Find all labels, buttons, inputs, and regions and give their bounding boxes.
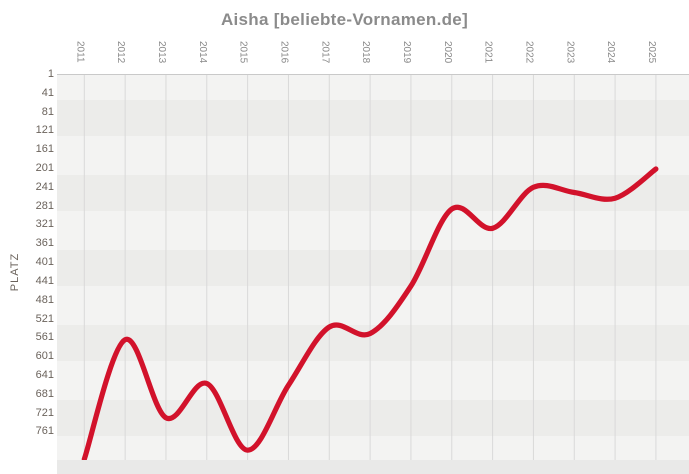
y-tick-label: 601: [35, 350, 54, 363]
y-tick-label: 401: [35, 256, 54, 269]
x-tick-label: 2025: [645, 41, 657, 64]
y-tick-label: 481: [35, 293, 54, 306]
x-tick-label: 2020: [441, 41, 453, 64]
y-tick-label: 1: [47, 68, 54, 80]
x-tick-label: 2019: [400, 41, 412, 64]
x-tick-label: 2022: [523, 41, 535, 64]
x-tick-label: 2016: [278, 41, 290, 64]
rank-line: [81, 166, 659, 460]
y-tick-label: 681: [35, 387, 54, 400]
x-tick-label: 2013: [155, 41, 167, 64]
x-tick-label: 2014: [196, 41, 208, 64]
y-tick-label: 201: [35, 162, 54, 175]
y-tick-label: 521: [35, 312, 54, 325]
x-tick-label: 2024: [605, 41, 617, 64]
y-tick-label: 361: [35, 237, 54, 250]
y-tick-label: 641: [35, 368, 54, 381]
y-tick-label: 81: [41, 105, 54, 118]
x-tick-label: 2017: [319, 41, 331, 64]
y-tick-label: 41: [41, 86, 54, 99]
y-tick-label: 321: [35, 218, 54, 231]
x-tick-label: 2018: [360, 41, 372, 64]
x-tick-label: 2021: [482, 41, 494, 64]
y-tick-label: 721: [35, 406, 54, 419]
x-tick-label: 2023: [564, 41, 576, 64]
y-tick-label: 161: [35, 143, 54, 156]
x-tick-label: 2011: [74, 41, 86, 63]
y-tick-label: 281: [35, 199, 54, 212]
plot-area: [57, 74, 689, 460]
y-tick-label: 441: [35, 274, 54, 287]
chart-title: Aisha [beliebte-Vornamen.de]: [220, 10, 469, 29]
y-tick-label: 561: [35, 331, 54, 344]
x-axis-strip: [57, 460, 689, 474]
rank-line-chart: [57, 74, 689, 460]
x-tick-label: 2012: [115, 41, 127, 64]
gridlines: [83, 74, 657, 460]
y-tick-label: 761: [35, 425, 54, 438]
y-tick-label: 121: [35, 124, 54, 137]
x-tick-label: 2015: [237, 41, 249, 64]
y-axis-title: PLATZ: [9, 252, 21, 292]
y-tick-label: 241: [35, 180, 54, 193]
